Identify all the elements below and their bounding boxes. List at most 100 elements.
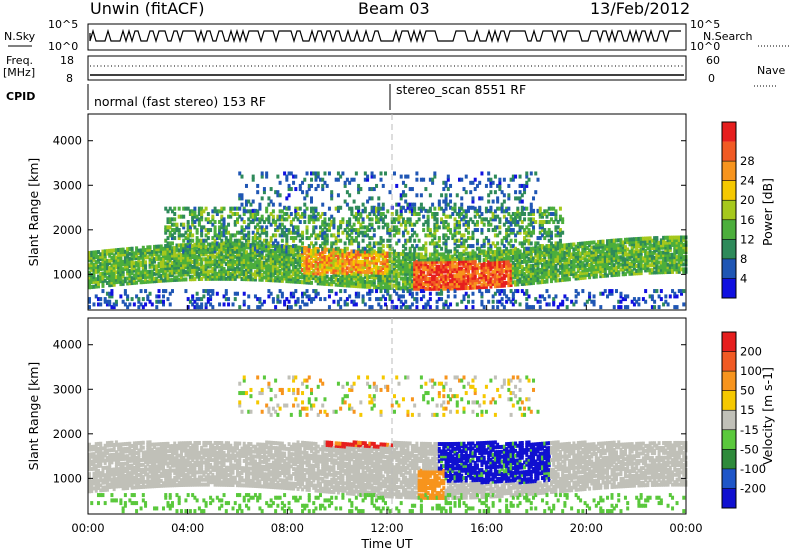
power-cell bbox=[213, 220, 217, 225]
power-cell bbox=[318, 271, 322, 276]
power-cell bbox=[213, 271, 217, 276]
power-cell bbox=[484, 282, 488, 287]
power-cell bbox=[619, 243, 623, 248]
power-cell bbox=[336, 265, 340, 270]
power-cell bbox=[150, 262, 154, 267]
power-cell bbox=[332, 217, 336, 222]
power-cell bbox=[112, 260, 116, 265]
power-cell bbox=[410, 244, 414, 249]
power-cell bbox=[493, 252, 497, 257]
power-cell bbox=[359, 252, 363, 257]
power-cell bbox=[579, 256, 583, 261]
power-cell bbox=[579, 244, 583, 249]
power-cell bbox=[103, 268, 107, 273]
power-cell bbox=[478, 246, 482, 251]
power-cell bbox=[303, 177, 307, 182]
power-cell bbox=[621, 260, 625, 265]
power-cell bbox=[390, 228, 394, 233]
power-cell bbox=[108, 275, 112, 280]
power-cell bbox=[444, 276, 448, 281]
power-cell bbox=[523, 279, 527, 284]
power-cell bbox=[440, 274, 444, 279]
power-cell bbox=[283, 249, 287, 254]
power-cell bbox=[253, 255, 257, 260]
power-cell bbox=[525, 266, 529, 271]
power-cell bbox=[610, 258, 614, 263]
power-cell bbox=[162, 302, 166, 307]
power-cell bbox=[538, 305, 542, 310]
power-cell bbox=[366, 265, 370, 270]
power-cell bbox=[444, 254, 448, 259]
power-cell bbox=[271, 241, 275, 246]
power-cell bbox=[182, 267, 186, 272]
power-cell bbox=[426, 286, 430, 291]
power-cell bbox=[197, 249, 201, 254]
power-cell bbox=[139, 263, 143, 268]
power-cell bbox=[556, 251, 560, 256]
power-cell bbox=[583, 258, 587, 263]
power-cell bbox=[301, 233, 305, 238]
power-cell bbox=[462, 264, 466, 269]
power-cell bbox=[191, 244, 195, 249]
power-cell bbox=[572, 254, 576, 259]
power-cell bbox=[339, 280, 343, 285]
power-cell bbox=[110, 268, 114, 273]
power-cell bbox=[260, 241, 264, 246]
power-cell bbox=[227, 267, 231, 272]
power-cell bbox=[489, 257, 493, 262]
power-cell bbox=[552, 244, 556, 249]
power-cell bbox=[422, 267, 426, 272]
power-cell bbox=[105, 291, 109, 296]
power-cell bbox=[164, 261, 168, 266]
power-cell bbox=[352, 259, 356, 264]
power-cell bbox=[413, 276, 417, 281]
power-cell bbox=[274, 220, 278, 225]
power-cell bbox=[498, 299, 502, 304]
power-cell bbox=[520, 212, 524, 216]
power-cell bbox=[307, 261, 311, 266]
power-cell bbox=[558, 302, 562, 307]
power-cell bbox=[296, 228, 300, 233]
power-cell bbox=[410, 284, 414, 289]
power-cell bbox=[583, 253, 587, 258]
power-cell bbox=[292, 267, 296, 272]
power-cell bbox=[292, 238, 296, 243]
power-cell bbox=[188, 238, 192, 243]
power-cell bbox=[390, 220, 394, 225]
power-cell bbox=[419, 257, 423, 262]
power-cell bbox=[444, 284, 448, 289]
power-cell bbox=[305, 270, 309, 275]
power-cell bbox=[601, 254, 605, 259]
power-cell bbox=[215, 241, 219, 246]
power-cell bbox=[545, 279, 549, 284]
power-cell bbox=[505, 253, 509, 258]
power-cell bbox=[514, 196, 518, 201]
power-cell bbox=[166, 256, 170, 261]
power-cell bbox=[258, 260, 262, 265]
power-cell bbox=[527, 274, 531, 279]
power-cell bbox=[287, 262, 291, 267]
power-cell bbox=[229, 233, 233, 238]
power-cell bbox=[493, 291, 497, 296]
power-cell bbox=[415, 220, 419, 225]
power-cell bbox=[271, 253, 275, 258]
power-cell bbox=[112, 270, 116, 275]
power-cell bbox=[496, 252, 500, 257]
power-cell bbox=[200, 262, 204, 267]
power-cell bbox=[244, 260, 248, 265]
power-cell bbox=[258, 277, 262, 282]
power-cell bbox=[473, 222, 477, 227]
power-cell bbox=[437, 264, 441, 269]
power-cell bbox=[446, 286, 450, 291]
power-cell bbox=[610, 260, 614, 265]
power-cell bbox=[366, 228, 370, 233]
power-cell bbox=[567, 255, 571, 260]
power-cell bbox=[397, 283, 401, 288]
power-cell bbox=[493, 254, 497, 259]
power-cell bbox=[614, 272, 618, 277]
power-cell bbox=[197, 262, 201, 267]
power-cell bbox=[249, 272, 253, 277]
power-cell bbox=[323, 230, 327, 235]
power-cell bbox=[489, 264, 493, 269]
power-cell bbox=[292, 264, 296, 269]
